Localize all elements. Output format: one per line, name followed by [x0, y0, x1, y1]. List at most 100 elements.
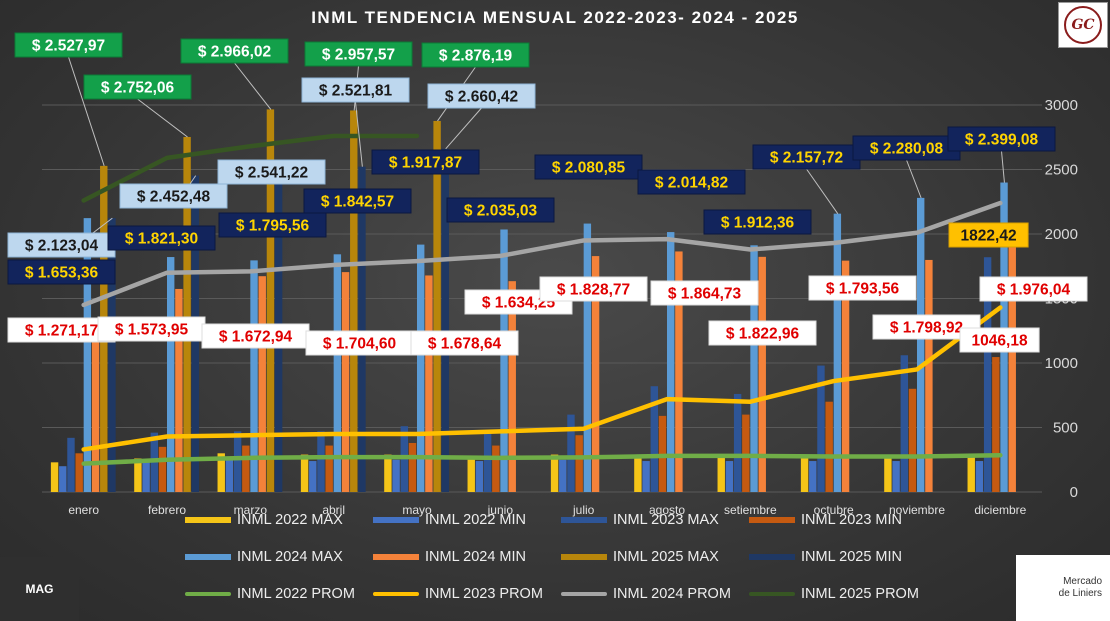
y-tick-label: 2000 [1045, 226, 1078, 243]
data-label: $ 2.280,08 [870, 141, 944, 158]
data-label-box [119, 183, 228, 209]
data-label: $ 2.452,48 [137, 189, 211, 206]
data-label: $ 1.842,57 [321, 194, 394, 211]
data-label: $ 2.035,03 [464, 203, 538, 220]
data-label: $ 2.399,08 [965, 132, 1039, 149]
bar [50, 462, 59, 492]
legend-item: INML 2022 PROM [185, 584, 355, 604]
data-label: $ 2.752,06 [101, 80, 175, 97]
data-label-box [421, 42, 530, 68]
legend-item: INML 2023 PROM [373, 584, 543, 604]
bar [183, 136, 191, 492]
bar [841, 260, 850, 492]
bar [441, 148, 449, 492]
legend-swatch [185, 592, 231, 596]
data-label-box [637, 169, 746, 195]
data-label-box [539, 276, 648, 302]
bar [642, 461, 650, 492]
bar [884, 455, 892, 492]
bar [925, 259, 933, 492]
bar [242, 445, 250, 492]
data-label-box [201, 323, 310, 349]
legend-swatch [749, 517, 795, 523]
legend-item: INML 2025 PROM [749, 584, 919, 604]
legend-label: INML 2022 MIN [425, 512, 526, 528]
data-label: $ 1.704,60 [323, 336, 396, 353]
legend-label: INML 2025 MIN [801, 549, 902, 565]
data-label: $ 1.678,64 [428, 336, 502, 353]
label-leader [355, 101, 363, 167]
legend-label: INML 2022 MAX [237, 512, 343, 528]
bar [809, 461, 817, 492]
bar [725, 461, 734, 492]
gc-logo-mark: GC [1064, 6, 1102, 44]
data-label-box [305, 330, 414, 356]
y-tick-label: 3000 [1045, 97, 1078, 114]
mercado-liniers-logo: Mercado de Liniers [1016, 555, 1110, 621]
bar [983, 257, 992, 492]
legend-item: INML 2024 MIN [373, 547, 526, 567]
legend-swatch [749, 592, 795, 596]
data-label: $ 1.822,96 [726, 326, 800, 343]
label-leader [68, 56, 105, 167]
legend-label: INML 2023 MAX [613, 512, 719, 528]
label-leader [906, 159, 922, 199]
legend-label: INML 2024 MAX [237, 549, 343, 565]
data-label-box [703, 209, 812, 235]
legend-item: INML 2025 MAX [561, 547, 719, 567]
data-label: $ 2.157,72 [770, 150, 843, 167]
bar [217, 453, 225, 492]
legend-item: INML 2022 MIN [373, 510, 526, 530]
bar [59, 466, 67, 492]
data-label: $ 2.966,02 [198, 44, 271, 61]
data-label: $ 1.271,17 [25, 323, 98, 340]
x-tick-label: noviembre [889, 503, 945, 517]
bar [758, 256, 766, 492]
series-line [81, 200, 1003, 308]
y-tick-label: 500 [1053, 420, 1078, 437]
y-tick-label: 1000 [1045, 355, 1078, 372]
bar [167, 257, 175, 492]
bar [333, 254, 342, 492]
x-tick-label: mayo [402, 503, 432, 517]
bar [433, 120, 441, 492]
bar [408, 442, 417, 492]
bar [341, 272, 350, 492]
bar [350, 110, 358, 492]
chart-title: INML TENDENCIA MENSUAL 2022-2023- 2024 -… [311, 8, 799, 27]
bar [475, 461, 484, 492]
x-tick-label: junio [487, 503, 514, 517]
legend-swatch [749, 554, 795, 560]
bar [591, 256, 600, 492]
legend-label: INML 2025 MAX [613, 549, 719, 565]
bar [492, 445, 500, 492]
bar [317, 431, 325, 492]
bar [567, 414, 575, 492]
data-label-box [303, 188, 412, 214]
bar [575, 435, 583, 492]
x-tick-label: agosto [649, 503, 685, 517]
bar [358, 166, 366, 492]
label-leader [234, 62, 272, 110]
bar [733, 393, 742, 492]
data-label-box [427, 83, 536, 109]
data-label: $ 1.795,56 [236, 218, 310, 235]
data-label-box [808, 275, 917, 301]
data-label: $ 2.876,19 [439, 48, 513, 65]
bar [67, 437, 75, 492]
series-line [81, 305, 1003, 452]
legend-label: INML 2024 PROM [613, 586, 731, 602]
bar [900, 355, 908, 492]
x-tick-label: enero [68, 503, 99, 517]
legend-swatch [561, 592, 607, 596]
data-label: $ 2.080,85 [552, 160, 626, 177]
data-label-box [959, 327, 1040, 353]
legend-item: INML 2025 MIN [749, 547, 902, 567]
x-tick-label: octubre [814, 503, 854, 517]
x-tick-label: febrero [148, 503, 186, 517]
bar [83, 218, 92, 492]
bar [500, 229, 508, 492]
data-label-box [217, 159, 326, 185]
data-label: $ 2.521,81 [319, 83, 393, 100]
bar [1008, 237, 1016, 492]
